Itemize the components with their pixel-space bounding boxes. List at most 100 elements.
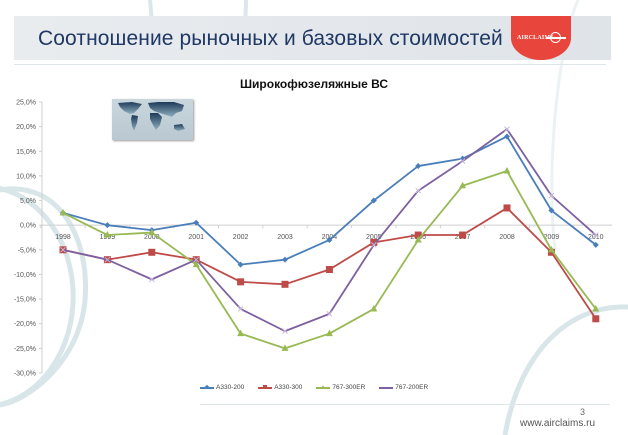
diamond-marker [504, 133, 510, 140]
y-tick-label: 15,0% [16, 149, 36, 156]
y-tick-label: -25,0% [14, 346, 36, 353]
page-title: Соотношение рыночных и базовых стоимосте… [38, 27, 503, 50]
x-tick-label: 2003 [277, 234, 293, 241]
square-marker [281, 280, 289, 288]
legend-swatch-icon [316, 384, 331, 389]
x-tick-label: 2000 [144, 234, 160, 241]
x-tick-label: 2009 [544, 234, 560, 241]
series-a330-200 [60, 133, 599, 268]
diamond-marker [193, 219, 200, 226]
y-tick-label: 10,0% [16, 173, 36, 180]
y-tick-label: 25,0% [16, 100, 36, 107]
x-marker [504, 126, 510, 132]
world-map-icon [118, 102, 185, 131]
x-marker [415, 187, 422, 194]
square-marker [325, 266, 333, 274]
chart-axes: 25,0% 20,0% 15,0% 10,0% 5,0% 0,0% -5,0% -10,0% -… [14, 100, 612, 378]
header-divider [14, 64, 606, 65]
triangle-marker [370, 304, 378, 312]
y-tick-label: -20,0% [14, 321, 36, 328]
series-767-300er [59, 166, 600, 351]
diamond-marker [326, 236, 333, 243]
series-line [62, 135, 597, 266]
legend-label: 767-200ER [395, 384, 429, 391]
series-a330-300 [59, 204, 600, 323]
legend-label: A330-300 [274, 384, 303, 391]
x-marker [370, 242, 377, 248]
square-marker [503, 204, 511, 212]
chart-title: Широкофюзеляжные ВС [239, 77, 388, 91]
diamond-marker [592, 241, 599, 248]
triangle-marker [592, 304, 600, 312]
series-767-200er [60, 126, 599, 334]
legend-item: 767-200ER [379, 384, 428, 391]
x-tick-label: 2008 [499, 234, 515, 241]
series-line [62, 170, 597, 350]
footer-divider [200, 404, 610, 405]
footer-url[interactable]: www.airclaims.ru [520, 418, 596, 429]
airclaims-logo: AIRCLAIMS [511, 16, 571, 60]
world-map-image [112, 99, 193, 140]
y-tick-label: 5,0% [20, 198, 36, 205]
diamond-marker [282, 256, 288, 263]
y-tick-label: 20,0% [16, 124, 36, 131]
y-tick-label: 0,0% [20, 223, 36, 230]
triangle-marker [192, 260, 200, 268]
square-marker [459, 231, 467, 239]
chart-legend: A330-200 A330-300 767-300ER 767-200ER [200, 384, 428, 391]
legend-label: 767-300ER [332, 384, 366, 391]
diamond-marker [370, 197, 377, 204]
x-tick-label: 2002 [233, 234, 249, 241]
y-tick-label: -15,0% [14, 297, 36, 304]
square-marker [592, 315, 600, 323]
plane-swoosh-icon [546, 37, 566, 39]
x-tick-label: 2005 [366, 234, 382, 241]
legend-item: A330-200 [200, 384, 244, 391]
triangle-marker [103, 231, 111, 238]
x-tick-label: 1999 [100, 234, 116, 241]
triangle-marker [325, 329, 333, 337]
x-marker [592, 232, 599, 238]
diamond-marker [548, 207, 555, 214]
y-tick-label: -30,0% [14, 371, 36, 378]
x-tick-label: 2010 [588, 234, 604, 241]
x-marker [60, 246, 66, 253]
legend-swatch-icon [258, 384, 273, 389]
logo-text: AIRCLAIMS [517, 35, 554, 41]
x-marker [459, 158, 466, 164]
legend-swatch-icon [200, 384, 214, 389]
x-marker [282, 328, 288, 334]
triangle-marker [459, 181, 467, 189]
series-line [62, 207, 597, 320]
diamond-marker [104, 222, 111, 229]
triangle-marker [503, 166, 511, 174]
square-marker [237, 278, 245, 286]
legend-item: A330-300 [258, 384, 302, 391]
legend-item: 767-300ER [316, 384, 365, 391]
diamond-marker [415, 163, 422, 170]
y-tick-label: -5,0% [18, 247, 36, 254]
triangle-marker [414, 235, 422, 243]
x-marker [326, 311, 333, 317]
x-marker [193, 256, 200, 263]
square-marker [148, 248, 156, 256]
triangle-marker [281, 344, 289, 351]
chart-series [59, 126, 600, 351]
x-tick-label: 2001 [188, 234, 204, 241]
series-line [62, 128, 597, 333]
x-marker [104, 256, 111, 263]
x-marker [237, 306, 244, 312]
x-marker [148, 276, 155, 283]
square-marker [370, 238, 378, 246]
x-marker [548, 192, 555, 199]
triangle-marker [547, 245, 555, 253]
legend-swatch-icon [379, 386, 394, 389]
y-tick-label: -10,0% [14, 272, 36, 279]
legend-label: A330-200 [216, 384, 245, 391]
triangle-marker [148, 228, 156, 236]
triangle-marker [59, 208, 67, 216]
x-tick-label: 1998 [55, 234, 71, 241]
square-marker [414, 231, 422, 239]
triangle-marker [237, 329, 245, 337]
